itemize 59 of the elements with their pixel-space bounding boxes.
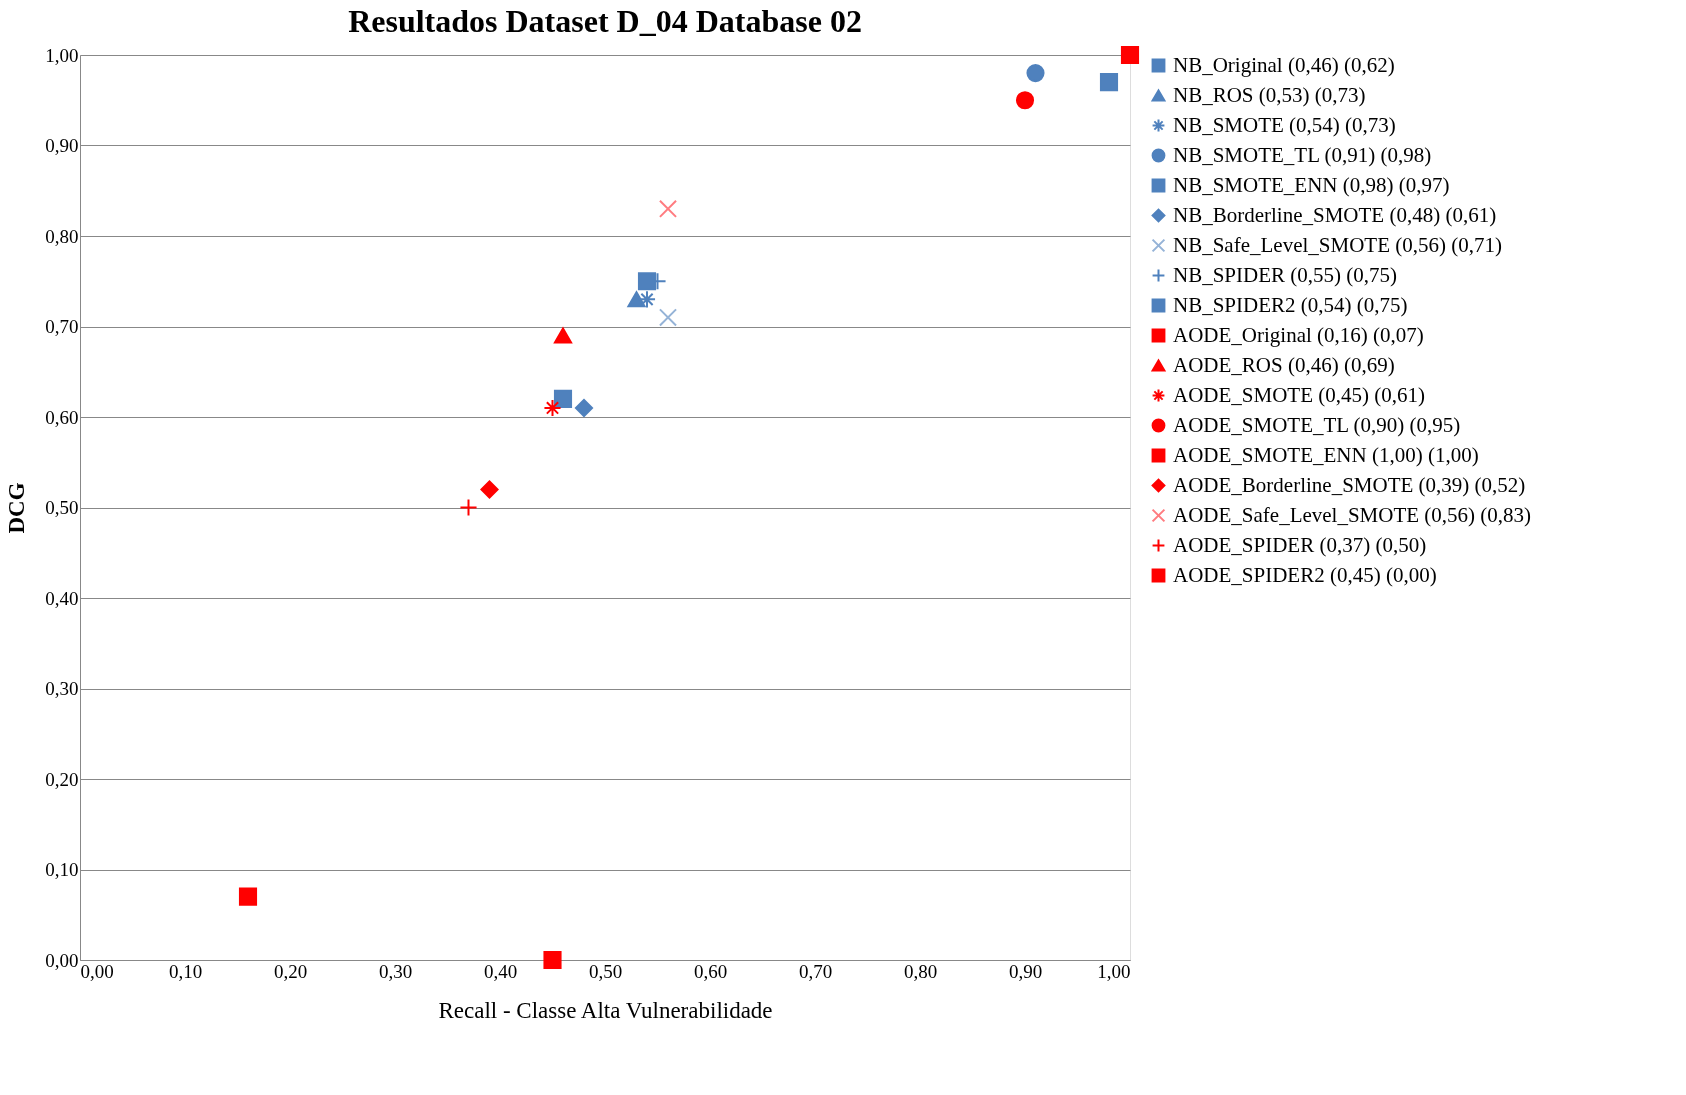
point <box>543 398 562 418</box>
y-tick-label: 0,80 <box>45 225 79 247</box>
y-tick-label: 0,10 <box>45 859 79 880</box>
x-tick-label: 0,70 <box>798 960 833 982</box>
point <box>553 327 573 344</box>
legend-label: AODE_ROS (0,46) (0,69) <box>1173 352 1395 377</box>
legend-label: NB_SPIDER2 (0,54) (0,75) <box>1173 292 1408 317</box>
point <box>1120 45 1140 65</box>
y-tick-label: 0,30 <box>45 678 79 699</box>
legend-label: NB_Safe_Level_SMOTE (0,56) (0,71) <box>1173 232 1502 257</box>
y-tick-label: 0,40 <box>45 587 79 609</box>
point <box>459 498 478 517</box>
legend-label: AODE_SPIDER2 (0,45) (0,00) <box>1173 562 1437 587</box>
x-axis-title: Recall - Classe Alta Vulnerabilidade <box>438 997 773 1023</box>
x-tick-label: 0,40 <box>483 960 518 982</box>
x-tick-label: 0,90 <box>1008 960 1043 982</box>
x-tick-label: 0,30 <box>378 960 413 982</box>
x-tick-label: 0,20 <box>273 960 308 982</box>
y-tick-label: 0,50 <box>45 497 79 518</box>
point <box>1099 73 1119 92</box>
y-tick-label: 0,20 <box>45 768 79 790</box>
y-tick-label: 0,70 <box>45 316 79 337</box>
point <box>1015 91 1035 110</box>
x-tick-label: 0,80 <box>903 960 938 982</box>
x-tick-label: 0,10 <box>168 960 203 982</box>
x-tick-label: 0,60 <box>693 960 728 982</box>
legend-label: NB_SMOTE_TL (0,91) (0,98) <box>1173 142 1432 167</box>
legend-label: AODE_Safe_Level_SMOTE (0,56) (0,83) <box>1173 502 1532 527</box>
point <box>553 389 573 408</box>
x-tick-label: 0,50 <box>588 960 623 982</box>
point <box>543 950 562 970</box>
point <box>574 398 594 418</box>
point <box>637 272 657 291</box>
y-tick-label: 0,60 <box>45 406 79 428</box>
point <box>238 887 258 906</box>
point <box>480 480 499 499</box>
legend-label: NB_Borderline_SMOTE (0,48) (0,61) <box>1173 202 1497 227</box>
legend-label: NB_Original (0,46) (0,62) <box>1173 52 1395 77</box>
legend-label: AODE_SMOTE_ENN (1,00) (1,00) <box>1173 442 1479 467</box>
point <box>637 290 657 309</box>
legend-label: NB_SPIDER (0,55) (0,75) <box>1173 262 1397 287</box>
y-tick-label: 1,00 <box>45 44 79 66</box>
legend-label: NB_SMOTE_ENN (0,98) (0,97) <box>1173 172 1450 197</box>
chart-title: Resultados Dataset D_04 Database 02 <box>348 2 862 39</box>
point <box>658 308 678 327</box>
legend-label: AODE_Borderline_SMOTE (0,39) (0,52) <box>1173 472 1526 497</box>
legend-label: NB_SMOTE (0,54) (0,73) <box>1173 112 1396 137</box>
legend-label: AODE_SMOTE_TL (0,90) (0,95) <box>1173 412 1461 437</box>
y-tick-label: 0,90 <box>45 135 79 156</box>
y-axis-title: DCG <box>4 482 30 534</box>
legend-label: AODE_Original (0,16) (0,07) <box>1173 322 1424 347</box>
legend-label: AODE_SPIDER (0,37) (0,50) <box>1173 532 1427 557</box>
point <box>1026 64 1045 83</box>
point <box>627 291 646 308</box>
point <box>658 199 678 218</box>
x-tick-label: 1,00 <box>1097 960 1131 982</box>
legend-label: AODE_SMOTE (0,45) (0,61) <box>1173 382 1425 407</box>
x-tick-label: 0,00 <box>80 960 114 982</box>
legend-label: NB_ROS (0,53) (0,73) <box>1173 82 1366 107</box>
